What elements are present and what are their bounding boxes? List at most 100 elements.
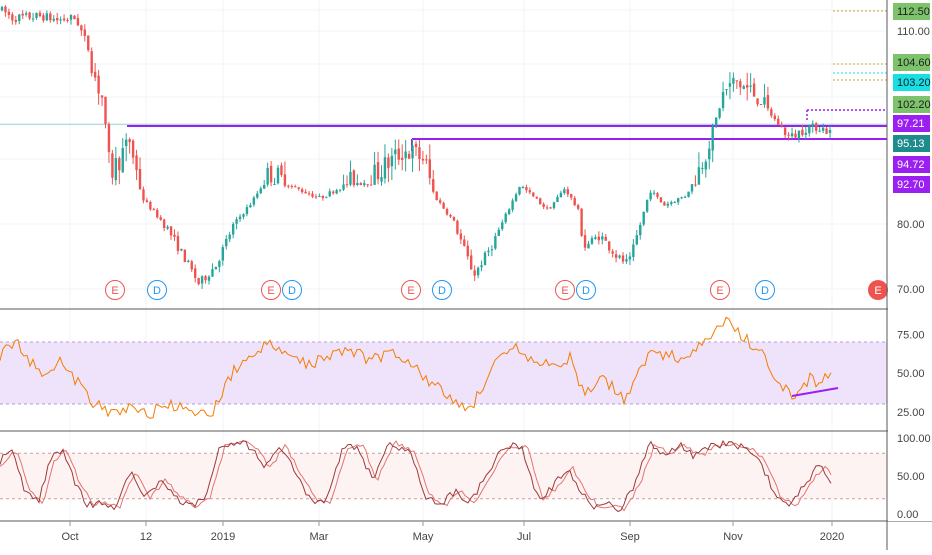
candle-body [735,80,739,82]
candle-body [169,226,173,236]
candle-body [180,248,183,251]
stochastic-pane[interactable] [0,439,887,513]
candle [228,231,231,243]
candle-body [100,95,104,98]
candle [777,115,780,125]
candle-body [528,190,532,193]
price-scale[interactable]: 110.00 80.00 70.00 112.50 104.60 103.20 102.20… [888,0,932,521]
event-marker-label: D [438,285,446,297]
candle [83,24,86,42]
candle-body [404,151,407,159]
rsi-pane[interactable] [0,316,887,419]
earnings-marker[interactable]: E [868,280,888,300]
candle-body [808,126,811,134]
earnings-marker[interactable]: E [555,280,575,300]
candle [45,10,49,22]
rsi-tick-label: 50.00 [897,368,925,380]
candle-body [273,184,276,186]
candle-body [14,20,17,22]
candle-body [321,195,325,199]
candle [604,234,607,241]
candle-body [718,108,721,118]
candle [763,83,766,108]
candle-body [532,192,535,197]
price-tag-background [893,3,930,20]
price-tag-background [893,54,930,71]
event-marker-circle [555,280,575,300]
earnings-marker[interactable]: E [261,280,281,300]
price-tag: 95.13 [893,135,930,152]
earnings-marker[interactable]: E [105,280,125,300]
price-tag-label: 112.50 [897,6,930,18]
candle-body [521,187,525,189]
candle [231,222,235,239]
candle-body [438,200,442,203]
candle [252,195,256,207]
candle-body [797,130,801,138]
candle [783,127,787,138]
price-tag-background [893,176,930,193]
candle [376,151,380,185]
candle-body [194,268,197,278]
candle-body [307,193,311,195]
candle-body [673,202,676,204]
candle-body [318,195,321,197]
candle [677,197,680,206]
dividend-marker[interactable]: D [147,280,167,300]
earnings-marker[interactable]: E [710,280,730,300]
candle [473,265,476,281]
candle [145,197,149,203]
event-marker-label: E [111,285,118,297]
candle-body [711,126,714,151]
candle-body [459,233,463,240]
candle-body [756,98,759,105]
candle [535,196,538,200]
dividend-marker[interactable]: D [282,280,302,300]
candle-body [87,35,90,51]
candle [425,154,428,165]
candle-body [187,260,190,262]
candle-body [118,158,121,171]
candle-body [828,130,832,133]
candle-body [563,189,566,193]
candle [746,72,749,101]
candle [49,11,52,23]
candle [352,169,356,188]
dividend-marker[interactable]: D [576,280,596,300]
candle-body [56,18,59,21]
candle-body [728,83,732,87]
candle [463,235,466,247]
time-tick-label: 2019 [211,531,235,543]
candle-body [225,238,228,247]
candle [169,225,173,240]
candle [114,146,118,186]
candle-body [294,186,297,188]
candle-body [552,202,556,209]
dividend-marker[interactable]: D [755,280,775,300]
candle [276,164,280,185]
candle [283,161,287,188]
candle-body [449,214,452,217]
candle-body [425,159,428,161]
candle [87,35,90,52]
earnings-marker[interactable]: E [401,280,421,300]
candle [0,5,4,12]
candle-body [549,207,552,209]
candle-body [200,276,204,284]
price-tag: 97.21 [893,115,930,132]
event-marker-circle [147,280,167,300]
candle-body [173,234,176,237]
time-scale[interactable]: Oct 12 2019 Mar May Jul Sep Nov 2020 [61,521,844,543]
candle-body [28,12,31,19]
dividend-marker[interactable]: D [432,280,452,300]
candle [787,132,790,141]
candle-body [635,235,638,245]
candle-body [383,157,387,179]
candle-body [583,235,587,248]
candle-body [445,208,449,215]
candle-body [11,14,14,21]
